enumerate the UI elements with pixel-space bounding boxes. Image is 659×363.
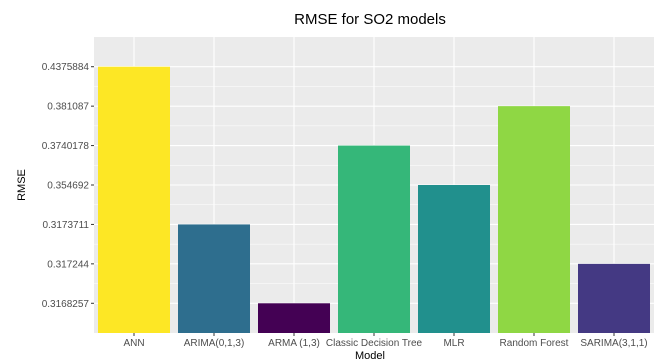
y-tick-label: 0.381087 (47, 102, 89, 113)
bar (178, 224, 250, 333)
y-tick-label: 0.3740178 (42, 141, 90, 152)
bar (338, 145, 410, 333)
y-tick-label: 0.317244 (47, 259, 89, 270)
bar (498, 106, 570, 334)
x-tick-label: Random Forest (500, 338, 569, 349)
chart-title: RMSE for SO2 models (294, 11, 446, 28)
x-axis-tick-labels: ANN ARIMA(0,1,3) ARMA (1,3) Classic Decisio… (123, 338, 647, 349)
y-tick-label: 0.3168257 (42, 299, 90, 310)
bar (578, 263, 650, 333)
y-tick-label: 0.354692 (47, 181, 89, 192)
x-tick-label: ARIMA(0,1,3) (184, 338, 245, 349)
y-axis-tick-labels: 0.3168257 0.317244 0.3173711 0.354692 0.3740… (42, 62, 90, 310)
bar (418, 185, 490, 333)
y-tick-label: 0.4375884 (42, 62, 90, 73)
x-tick-label: MLR (443, 338, 464, 349)
x-tick-label: SARIMA(3,1,1) (580, 338, 647, 349)
bar (258, 303, 330, 333)
x-axis-ticks (133, 333, 615, 336)
x-tick-label: ANN (123, 338, 144, 349)
bar (98, 66, 170, 333)
y-tick-label: 0.3173711 (42, 220, 89, 231)
x-tick-label: ARMA (1,3) (268, 338, 320, 349)
y-axis-label: RMSE (16, 169, 28, 201)
y-axis-ticks (91, 66, 94, 304)
bars (98, 66, 650, 334)
x-axis-label: Model (355, 350, 385, 362)
x-tick-label: Classic Decision Tree (326, 338, 423, 349)
